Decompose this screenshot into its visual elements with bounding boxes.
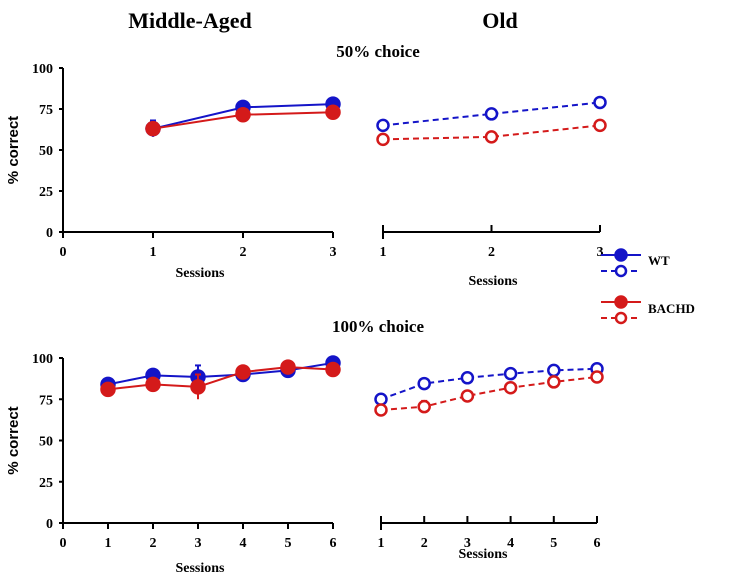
- series-line-wt: [380, 367, 598, 401]
- data-point-bachd: [547, 375, 561, 389]
- row-title-100: 100% choice: [332, 317, 425, 336]
- y-tick-label: 100: [32, 62, 53, 77]
- x-tick-label: 4: [240, 536, 247, 551]
- data-point-wt: [503, 366, 518, 381]
- x-tick-label: 5: [550, 536, 557, 551]
- x-tick-label: 2: [150, 536, 157, 551]
- series-line-wt: [107, 361, 334, 386]
- legend-marker: [614, 295, 628, 309]
- series-line-bachd: [380, 375, 598, 411]
- data-point-wt: [374, 392, 388, 406]
- data-point-bachd: [145, 376, 161, 393]
- legend-marker: [614, 264, 628, 278]
- data-point-bachd: [145, 120, 161, 137]
- data-point-bachd: [235, 106, 251, 123]
- row-title-50: 50% choice: [336, 42, 420, 61]
- data-point-wt: [460, 371, 475, 385]
- y-axis-label: % correct: [5, 406, 22, 474]
- legend-label-wt: WT: [648, 253, 670, 268]
- data-point-bachd: [374, 403, 388, 417]
- y-tick-label: 0: [46, 517, 53, 532]
- x-tick-label: 1: [378, 536, 385, 551]
- y-tick-label: 25: [39, 476, 53, 491]
- data-point-bachd: [325, 361, 341, 378]
- legend-marker: [614, 311, 628, 325]
- x-axis-label: Sessions: [468, 274, 518, 289]
- legend-marker: [614, 248, 628, 262]
- x-tick-label: 3: [464, 536, 471, 551]
- column-title-middle-aged: Middle-Aged: [128, 8, 251, 33]
- data-point-wt: [376, 118, 390, 133]
- data-point-wt: [484, 107, 499, 121]
- series-line-wt: [382, 101, 601, 127]
- data-point-wt: [593, 95, 607, 110]
- data-point-bachd: [484, 130, 499, 144]
- x-tick-label: 2: [240, 245, 247, 260]
- x-tick-label: 5: [285, 536, 292, 551]
- y-axis-label: % correct: [5, 116, 22, 184]
- x-tick-label: 1: [105, 536, 112, 551]
- x-axis-label: Sessions: [175, 561, 225, 576]
- column-title-old: Old: [482, 8, 517, 33]
- x-tick-label: 6: [594, 536, 601, 551]
- x-tick-label: 1: [380, 245, 387, 260]
- data-point-bachd: [325, 104, 341, 121]
- x-tick-label: 3: [195, 536, 202, 551]
- legend-label-bachd: BACHD: [648, 301, 695, 316]
- x-tick-label: 2: [421, 536, 428, 551]
- data-point-bachd: [235, 364, 251, 380]
- y-tick-label: 50: [39, 435, 53, 450]
- x-tick-label: 6: [330, 536, 337, 551]
- x-axis-label: Sessions: [175, 266, 225, 281]
- data-point-wt: [547, 363, 561, 378]
- data-point-bachd: [376, 132, 390, 147]
- y-tick-label: 75: [39, 393, 53, 408]
- y-tick-label: 50: [39, 144, 53, 159]
- series-line-bachd: [382, 124, 601, 141]
- data-point-bachd: [590, 370, 604, 384]
- x-tick-label: 0: [60, 536, 67, 551]
- x-tick-label: 3: [597, 245, 604, 260]
- data-point-bachd: [280, 359, 296, 375]
- data-point-bachd: [593, 118, 607, 133]
- y-tick-label: 75: [39, 103, 53, 118]
- x-tick-label: 2: [488, 245, 495, 260]
- data-point-bachd: [460, 389, 475, 403]
- data-point-bachd: [190, 379, 206, 395]
- y-tick-label: 100: [32, 352, 53, 367]
- data-point-bachd: [503, 380, 518, 395]
- x-tick-label: 1: [150, 245, 157, 260]
- x-tick-label: 3: [330, 245, 337, 260]
- x-tick-label: 0: [60, 245, 67, 260]
- y-tick-label: 0: [46, 226, 53, 241]
- x-axis-label: Sessions: [458, 547, 508, 562]
- x-tick-label: 4: [507, 536, 514, 551]
- data-point-bachd: [100, 381, 116, 398]
- data-point-wt: [417, 376, 431, 391]
- y-tick-label: 25: [39, 185, 53, 200]
- data-point-bachd: [417, 399, 431, 414]
